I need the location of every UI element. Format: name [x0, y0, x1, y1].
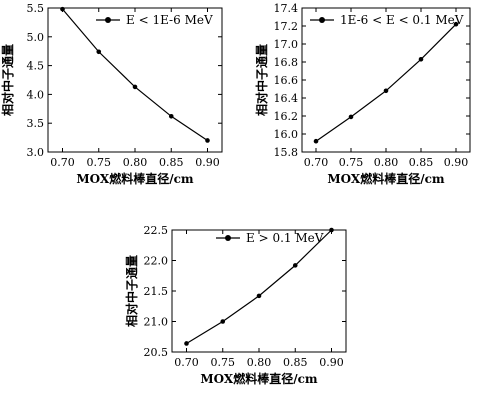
y-tick-label: 17.4	[274, 2, 299, 15]
legend-marker	[225, 235, 231, 241]
x-tick-label: 0.75	[211, 356, 236, 369]
data-point	[348, 114, 354, 120]
y-tick-label: 3.0	[27, 146, 45, 159]
data-point	[383, 88, 389, 94]
x-tick-label: 0.70	[50, 156, 75, 169]
y-tick-label: 16.2	[274, 110, 299, 123]
legend-marker	[319, 17, 325, 23]
y-axis-title: 相对中子通量	[254, 44, 269, 116]
x-tick-label: 0.90	[319, 356, 344, 369]
data-point	[418, 57, 424, 62]
y-tick-label: 4.5	[27, 60, 45, 73]
y-tick-label: 21.5	[144, 285, 169, 298]
y-tick-label: 5.5	[27, 2, 45, 15]
data-point	[453, 21, 459, 27]
data-point	[184, 341, 189, 346]
y-tick-label: 17.2	[274, 20, 299, 33]
x-tick-label: 0.75	[87, 156, 112, 169]
legend-label: 1E-6 < E < 0.1 MeV	[340, 13, 464, 27]
data-point	[220, 319, 226, 324]
plot-frame	[47, 7, 223, 153]
x-tick-label: 0.75	[339, 156, 364, 169]
y-tick-label: 17.0	[274, 38, 299, 51]
plot-frame	[171, 229, 347, 353]
x-tick-label: 0.80	[247, 356, 272, 369]
series-line	[315, 23, 457, 142]
x-tick-label: 0.85	[159, 156, 184, 169]
x-tick-label: 0.85	[409, 156, 434, 169]
legend-label: E > 0.1 MeV	[246, 231, 324, 245]
y-axis-title: 相对中子通量	[0, 44, 15, 116]
y-tick-label: 16.6	[274, 74, 299, 87]
y-tick-label: 20.5	[144, 346, 169, 359]
plot-frame	[301, 7, 471, 153]
data-point	[292, 263, 298, 268]
y-tick-label: 22.0	[144, 255, 169, 268]
series-line	[62, 8, 208, 141]
data-point	[60, 6, 65, 12]
y-tick-label: 4.0	[27, 88, 45, 101]
data-point	[96, 49, 102, 55]
x-tick-label: 0.90	[195, 156, 220, 169]
data-point	[132, 84, 138, 90]
legend-label: E < 1E-6 MeV	[126, 13, 213, 27]
x-axis-title: MOX燃料棒直径/cm	[76, 171, 194, 186]
y-tick-label: 3.5	[27, 117, 45, 130]
x-tick-label: 0.90	[444, 156, 469, 169]
data-point	[205, 138, 210, 143]
chart-2: 0.70 0.75 0.80 0.85 0.90 15.8 16.0 16.2 16.4 16.6…	[254, 2, 471, 186]
chart-1: 0.70 0.75 0.80 0.85 0.90 3.0 3.5 4.0 4.5 5.0 5.5 MO…	[0, 2, 223, 186]
legend-marker	[105, 17, 111, 23]
series-line	[186, 229, 332, 344]
x-tick-label: 0.70	[174, 356, 199, 369]
data-point	[313, 138, 319, 144]
x-tick-label: 0.80	[123, 156, 148, 169]
data-point	[168, 113, 174, 119]
y-tick-label: 22.5	[144, 224, 169, 237]
chart-3: 0.70 0.75 0.80 0.85 0.90 20.5 21.0 21.5 22.0 22.5…	[124, 224, 347, 386]
x-tick-label: 0.70	[304, 156, 329, 169]
y-tick-label: 16.0	[274, 128, 299, 141]
x-tick-label: 0.85	[283, 356, 308, 369]
x-axis-title: MOX燃料棒直径/cm	[327, 171, 445, 186]
y-tick-label: 16.4	[274, 92, 299, 105]
x-axis-title: MOX燃料棒直径/cm	[200, 371, 318, 386]
x-tick-label: 0.80	[374, 156, 399, 169]
data-point	[256, 293, 262, 299]
y-tick-label: 5.0	[27, 31, 45, 44]
data-point	[329, 227, 334, 233]
y-tick-label: 21.0	[144, 316, 169, 329]
y-tick-label: 15.8	[274, 146, 299, 159]
y-tick-label: 16.8	[274, 56, 299, 69]
y-axis-title: 相对中子通量	[124, 255, 139, 327]
